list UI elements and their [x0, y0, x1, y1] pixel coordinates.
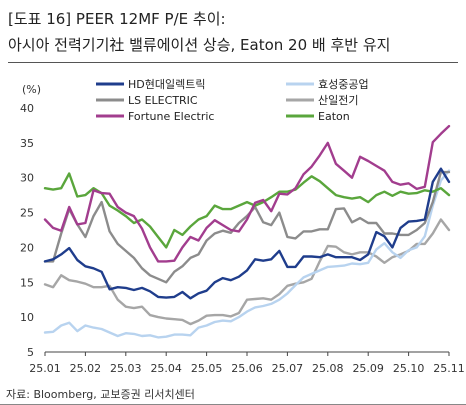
legend-label-5: Eaton	[318, 110, 350, 123]
x-tick-label: 25.11	[433, 362, 465, 375]
y-tick-label: 20	[20, 241, 34, 254]
y-axis-unit-label: (%)	[22, 83, 41, 96]
x-tick-label: 25.09	[352, 362, 384, 375]
y-tick-label: 5	[27, 346, 34, 359]
chart-legend: HD현대일렉트릭 효성중공업 LS ELECTRIC 산일전기 Fortune Elec…	[96, 77, 369, 123]
y-tick-label: 35	[20, 137, 34, 150]
legend-label-1: 효성중공업	[318, 78, 369, 91]
x-tick-label: 25.01	[29, 362, 61, 375]
x-tick-label: 25.08	[312, 362, 344, 375]
chart-series-layer	[43, 124, 451, 339]
series-line-3	[43, 218, 451, 326]
x-tick-label: 25.05	[191, 362, 223, 375]
series-line-4	[43, 124, 451, 263]
x-tick-label: 25.03	[110, 362, 142, 375]
x-tick-label: 25.07	[272, 362, 304, 375]
source-note: 자료: Bloomberg, 교보증권 리서치센터	[6, 388, 195, 401]
legend-label-2: LS ELECTRIC	[128, 94, 198, 107]
x-tick-label: 25.02	[70, 362, 102, 375]
y-tick-label: 30	[20, 172, 34, 185]
series-line-5	[43, 172, 451, 249]
x-tick-label: 25.10	[393, 362, 425, 375]
y-tick-label: 15	[20, 276, 34, 289]
chart-axes: 5 10 15 20 25 30 35 40 (%) 25.01 25.02 25.03 25.04 25…	[20, 83, 465, 375]
series-line-1	[43, 169, 451, 339]
y-tick-label: 25	[20, 207, 34, 220]
legend-label-4: Fortune Electric	[128, 110, 214, 123]
y-tick-label: 10	[20, 311, 34, 324]
x-tick-label: 25.04	[150, 362, 182, 375]
legend-label-0: HD현대일렉트릭	[128, 77, 205, 91]
series-line-2	[43, 170, 451, 284]
chart-title-line-2: 아시아 전력기기社 밸류에이션 상승, Eaton 20 배 후반 유지	[8, 36, 391, 54]
title-divider	[8, 62, 458, 63]
y-tick-label: 40	[20, 102, 34, 115]
chart-title-line-1: [도표 16] PEER 12MF P/E 추이:	[8, 10, 226, 28]
x-tick-label: 25.06	[231, 362, 263, 375]
legend-label-3: 산일전기	[318, 93, 358, 107]
series-line-0	[43, 167, 451, 300]
